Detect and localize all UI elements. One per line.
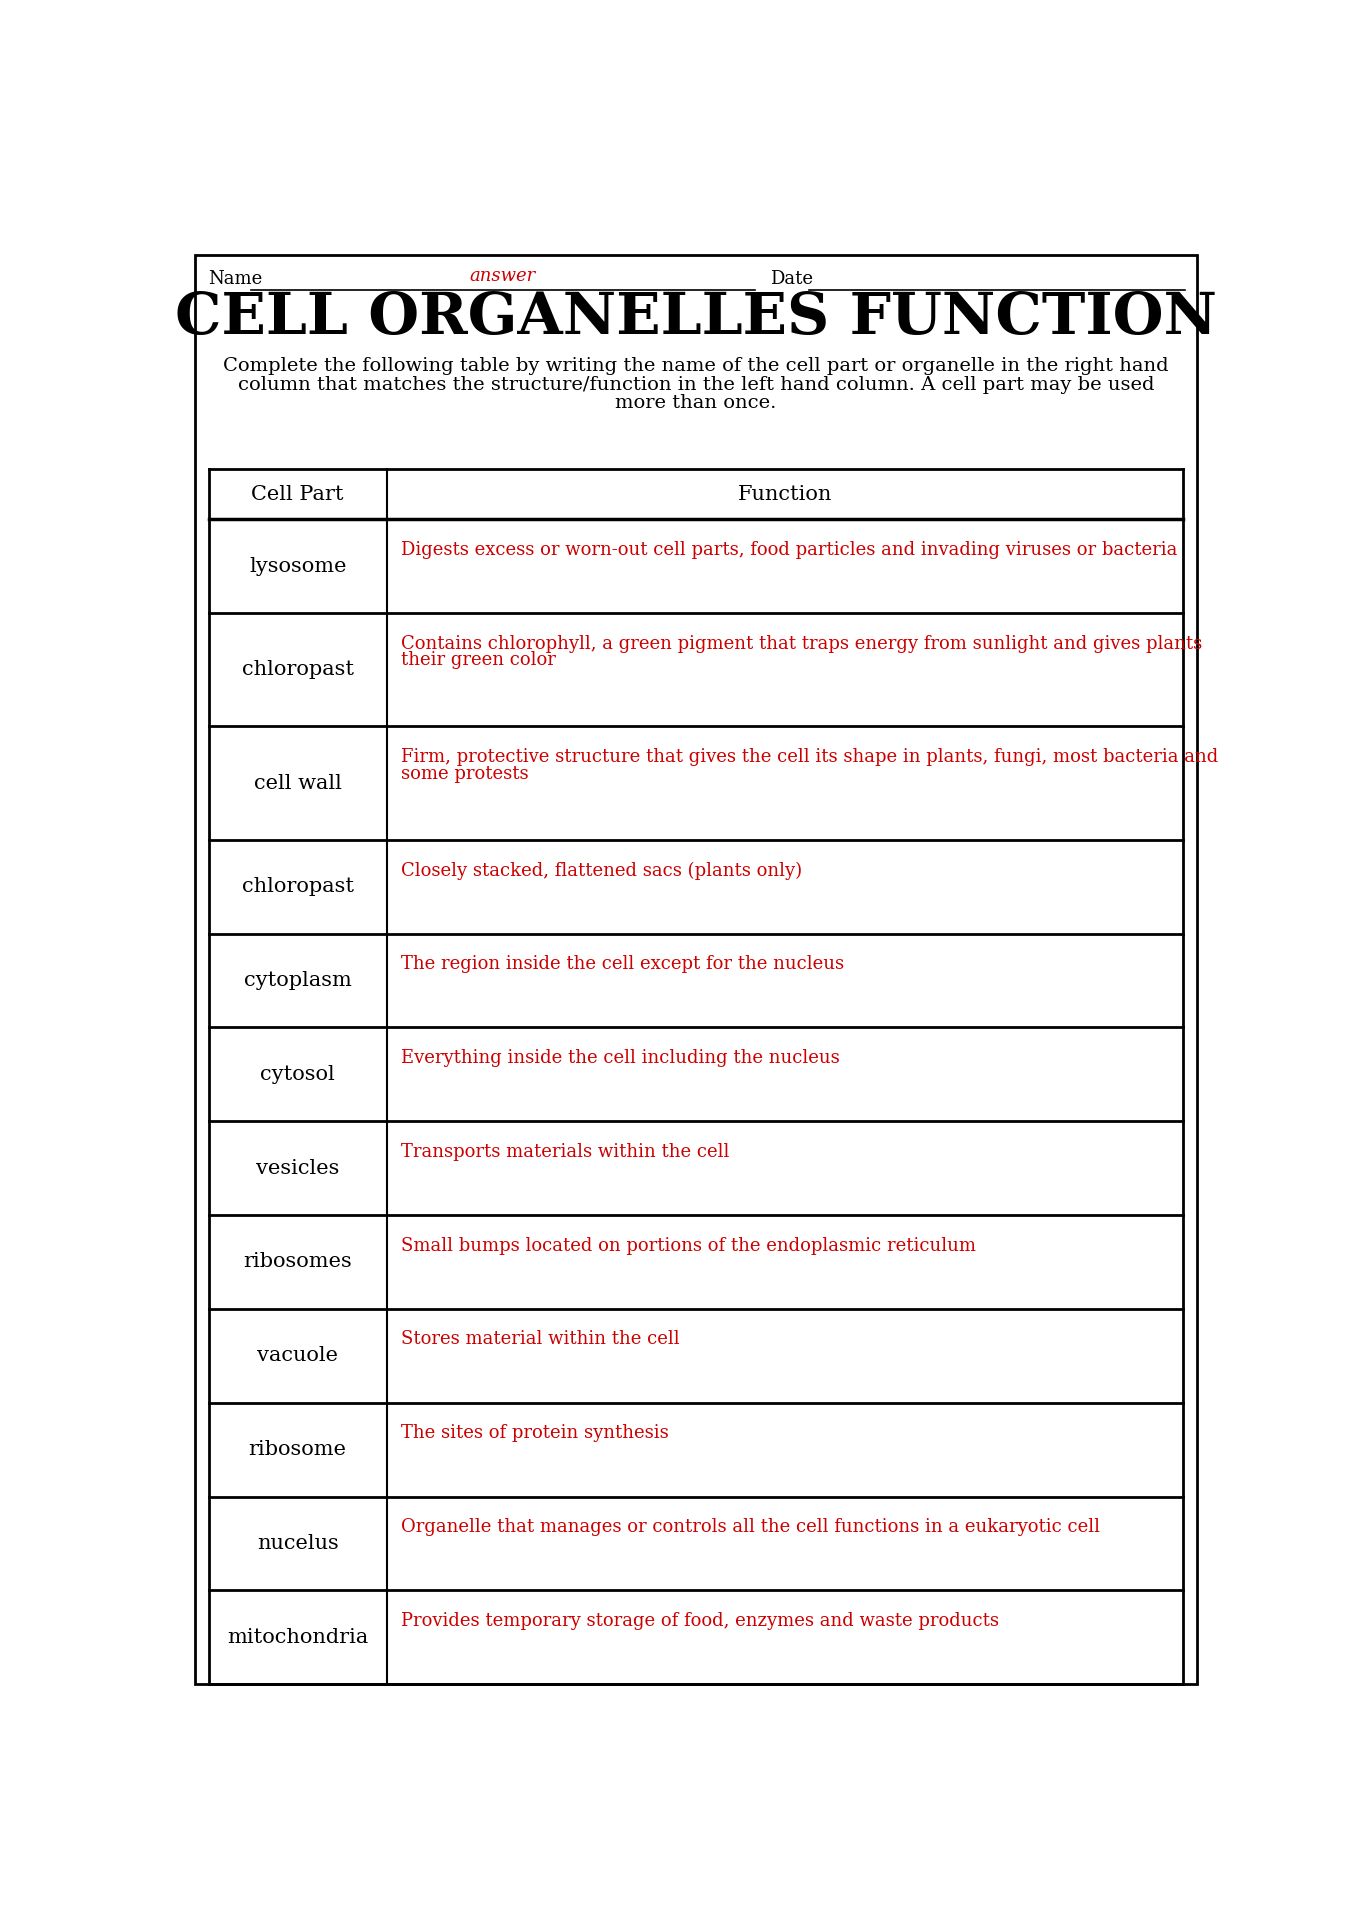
Text: Digests excess or worn-out cell parts, food particles and invading viruses or ba: Digests excess or worn-out cell parts, f…: [401, 541, 1177, 559]
Text: Cell Part: Cell Part: [251, 484, 344, 503]
Text: ribosome: ribosome: [249, 1440, 346, 1459]
Text: vesicles: vesicles: [255, 1158, 340, 1177]
Text: Provides temporary storage of food, enzymes and waste products: Provides temporary storage of food, enzy…: [401, 1613, 998, 1630]
Text: Firm, protective structure that gives the cell its shape in plants, fungi, most : Firm, protective structure that gives th…: [401, 749, 1218, 766]
Text: mitochondria: mitochondria: [227, 1628, 368, 1647]
Text: some protests: some protests: [401, 764, 528, 783]
Text: Stores material within the cell: Stores material within the cell: [401, 1331, 679, 1348]
Text: Name: Name: [209, 271, 262, 288]
Text: Date: Date: [770, 271, 813, 288]
Text: The sites of protein synthesis: The sites of protein synthesis: [401, 1425, 668, 1442]
Text: their green color: their green color: [401, 651, 555, 670]
Text: column that matches the structure/function in the left hand column. A cell part : column that matches the structure/functi…: [238, 376, 1154, 394]
Text: Small bumps located on portions of the endoplasmic reticulum: Small bumps located on portions of the e…: [401, 1236, 975, 1254]
Text: Closely stacked, flattened sacs (plants only): Closely stacked, flattened sacs (plants …: [401, 862, 801, 879]
Text: Organelle that manages or controls all the cell functions in a eukaryotic cell: Organelle that manages or controls all t…: [401, 1519, 1100, 1536]
Text: lysosome: lysosome: [249, 557, 346, 576]
Text: nucelus: nucelus: [257, 1534, 338, 1553]
Text: cytosol: cytosol: [261, 1066, 335, 1083]
Text: Transports materials within the cell: Transports materials within the cell: [401, 1142, 729, 1162]
Text: chloropast: chloropast: [242, 660, 353, 680]
Text: Complete the following table by writing the name of the cell part or organelle i: Complete the following table by writing …: [223, 357, 1169, 376]
Text: cytoplasm: cytoplasm: [243, 972, 352, 991]
Text: more than once.: more than once.: [615, 394, 777, 413]
Text: The region inside the cell except for the nucleus: The region inside the cell except for th…: [401, 954, 843, 973]
Text: cell wall: cell wall: [254, 774, 342, 793]
Text: CELL ORGANELLES FUNCTION: CELL ORGANELLES FUNCTION: [175, 290, 1217, 346]
Text: vacuole: vacuole: [257, 1346, 338, 1365]
Text: Everything inside the cell including the nucleus: Everything inside the cell including the…: [401, 1048, 839, 1068]
Text: ribosomes: ribosomes: [243, 1252, 352, 1271]
Text: answer: answer: [470, 267, 536, 284]
Text: chloropast: chloropast: [242, 877, 353, 897]
Text: Contains chlorophyll, a green pigment that traps energy from sunlight and gives : Contains chlorophyll, a green pigment th…: [401, 634, 1202, 653]
Text: Function: Function: [737, 484, 832, 503]
